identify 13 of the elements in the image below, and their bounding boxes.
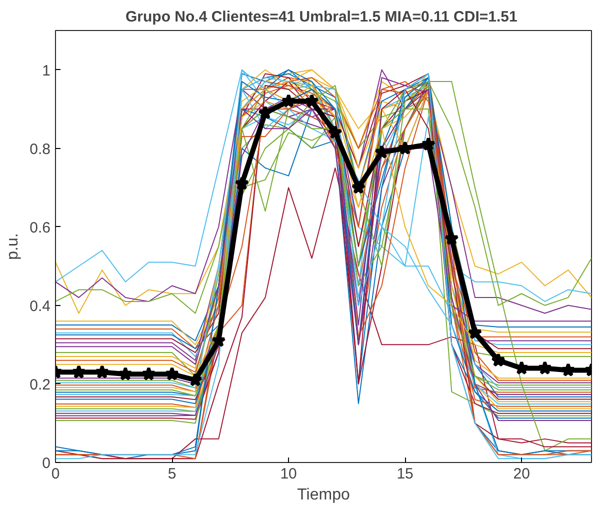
x-axis-title: Tiempo: [297, 486, 350, 504]
y-tick-label: 0.6: [30, 219, 51, 236]
y-tick-label: 0: [42, 455, 50, 472]
y-tick-label: 0.2: [30, 376, 51, 394]
chart-title: Grupo No.4 Clientes=41 Umbral=1.5 MIA=0.11 CDI=1.51: [126, 8, 518, 26]
y-tick-label: 0.4: [30, 298, 51, 315]
x-tick-label: 20: [513, 466, 530, 482]
x-tick-label: 5: [168, 466, 176, 482]
y-tick-label: 0.8: [30, 140, 51, 158]
x-tick-label: 10: [280, 466, 297, 482]
x-tick-label: 15: [396, 466, 414, 482]
y-axis-title: p.u.: [4, 233, 22, 260]
y-tick-label: 1: [42, 62, 50, 80]
